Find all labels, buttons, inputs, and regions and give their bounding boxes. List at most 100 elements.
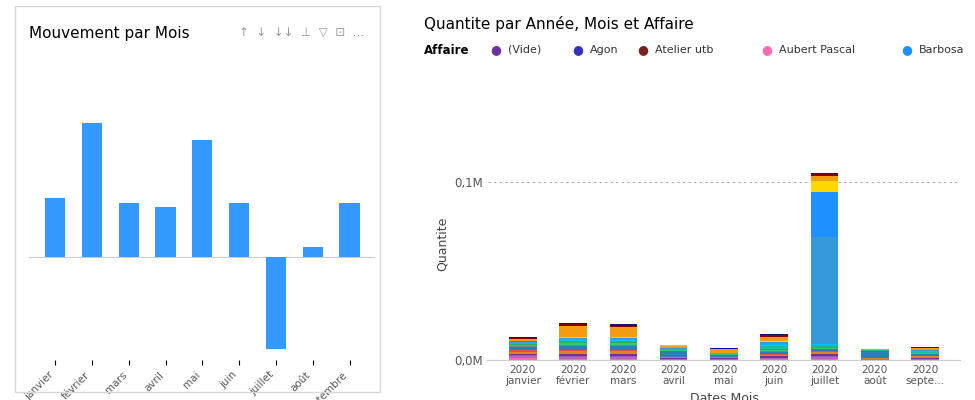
Text: Affaire: Affaire [424, 44, 470, 56]
Bar [912, 350, 939, 352]
Text: Aubert Pascal: Aubert Pascal [778, 45, 855, 55]
Bar [912, 354, 939, 356]
Text: ●: ● [490, 44, 501, 56]
Bar [192, 140, 213, 257]
Bar [710, 357, 738, 358]
Bar [810, 356, 838, 357]
Bar [710, 355, 738, 357]
Text: ↑  ↓  ↓↓  ⊥  ▽  ⊡  …: ↑ ↓ ↓↓ ⊥ ▽ ⊡ … [239, 26, 365, 39]
Y-axis label: Quantite: Quantite [435, 217, 449, 271]
Bar [660, 351, 687, 357]
Bar [760, 354, 788, 355]
Bar [912, 356, 939, 358]
Bar [509, 343, 536, 344]
Bar [609, 341, 638, 342]
Bar [155, 207, 176, 257]
Bar [609, 340, 638, 341]
Bar [560, 345, 587, 346]
Bar [560, 339, 587, 341]
Bar [810, 181, 838, 192]
Bar [609, 327, 638, 337]
Bar [760, 359, 788, 360]
Bar [912, 348, 939, 350]
Text: Quantite par Année, Mois et Affaire: Quantite par Année, Mois et Affaire [424, 16, 694, 32]
Bar [560, 359, 587, 360]
Bar [509, 358, 536, 360]
Bar [810, 354, 838, 356]
Bar [509, 342, 536, 343]
Bar [509, 347, 536, 350]
Bar [861, 351, 888, 358]
Bar [509, 339, 536, 341]
Bar [810, 192, 838, 236]
Bar [609, 345, 638, 346]
Bar [760, 358, 788, 359]
Bar [609, 351, 638, 354]
Bar [660, 359, 687, 360]
Bar [119, 204, 138, 257]
Bar [560, 326, 587, 337]
Bar [509, 352, 536, 354]
Bar [710, 349, 738, 352]
Bar [810, 347, 838, 348]
Bar [609, 354, 638, 356]
Bar [810, 359, 838, 360]
Bar [609, 357, 638, 359]
Bar [560, 341, 587, 342]
Bar [560, 324, 587, 326]
Bar [912, 352, 939, 353]
Bar [509, 337, 536, 338]
Bar [810, 352, 838, 354]
Bar [660, 346, 687, 348]
Bar [609, 350, 638, 351]
Bar [912, 347, 939, 348]
Bar [560, 357, 587, 359]
Text: Atelier utb: Atelier utb [655, 45, 714, 55]
Bar [560, 354, 587, 356]
Bar [810, 236, 838, 344]
Bar [760, 352, 788, 354]
Bar [509, 356, 536, 358]
Bar [45, 198, 65, 257]
Bar [760, 349, 788, 350]
Bar [509, 344, 536, 345]
Bar [760, 344, 788, 346]
Bar [660, 350, 687, 351]
Bar [810, 176, 838, 181]
Bar [609, 326, 638, 327]
Bar [560, 338, 587, 339]
Bar [509, 355, 536, 356]
Bar [760, 355, 788, 356]
Bar [609, 342, 638, 343]
Bar [760, 356, 788, 358]
Bar [810, 344, 838, 345]
Bar [760, 342, 788, 344]
Bar [810, 357, 838, 359]
Bar [560, 351, 587, 354]
Text: Mouvement par Mois: Mouvement par Mois [29, 26, 190, 41]
Bar [912, 359, 939, 360]
Text: ●: ● [760, 44, 772, 56]
Bar [509, 341, 536, 342]
Text: ●: ● [901, 44, 912, 56]
Text: (Vide): (Vide) [508, 45, 541, 55]
Bar [560, 356, 587, 357]
Bar [560, 323, 587, 324]
Bar [810, 351, 838, 352]
Text: ●: ● [638, 44, 648, 56]
Bar [560, 350, 587, 351]
Bar [560, 343, 587, 345]
Bar [509, 350, 536, 352]
Bar [660, 349, 687, 350]
Bar [810, 345, 838, 347]
Bar [609, 359, 638, 360]
Bar [810, 174, 838, 176]
Bar [82, 123, 102, 257]
Bar [710, 359, 738, 360]
Bar [810, 349, 838, 351]
Text: ●: ● [572, 44, 583, 56]
Text: Agon: Agon [590, 45, 618, 55]
Bar [560, 342, 587, 343]
Bar [339, 204, 360, 257]
Bar [560, 346, 587, 350]
